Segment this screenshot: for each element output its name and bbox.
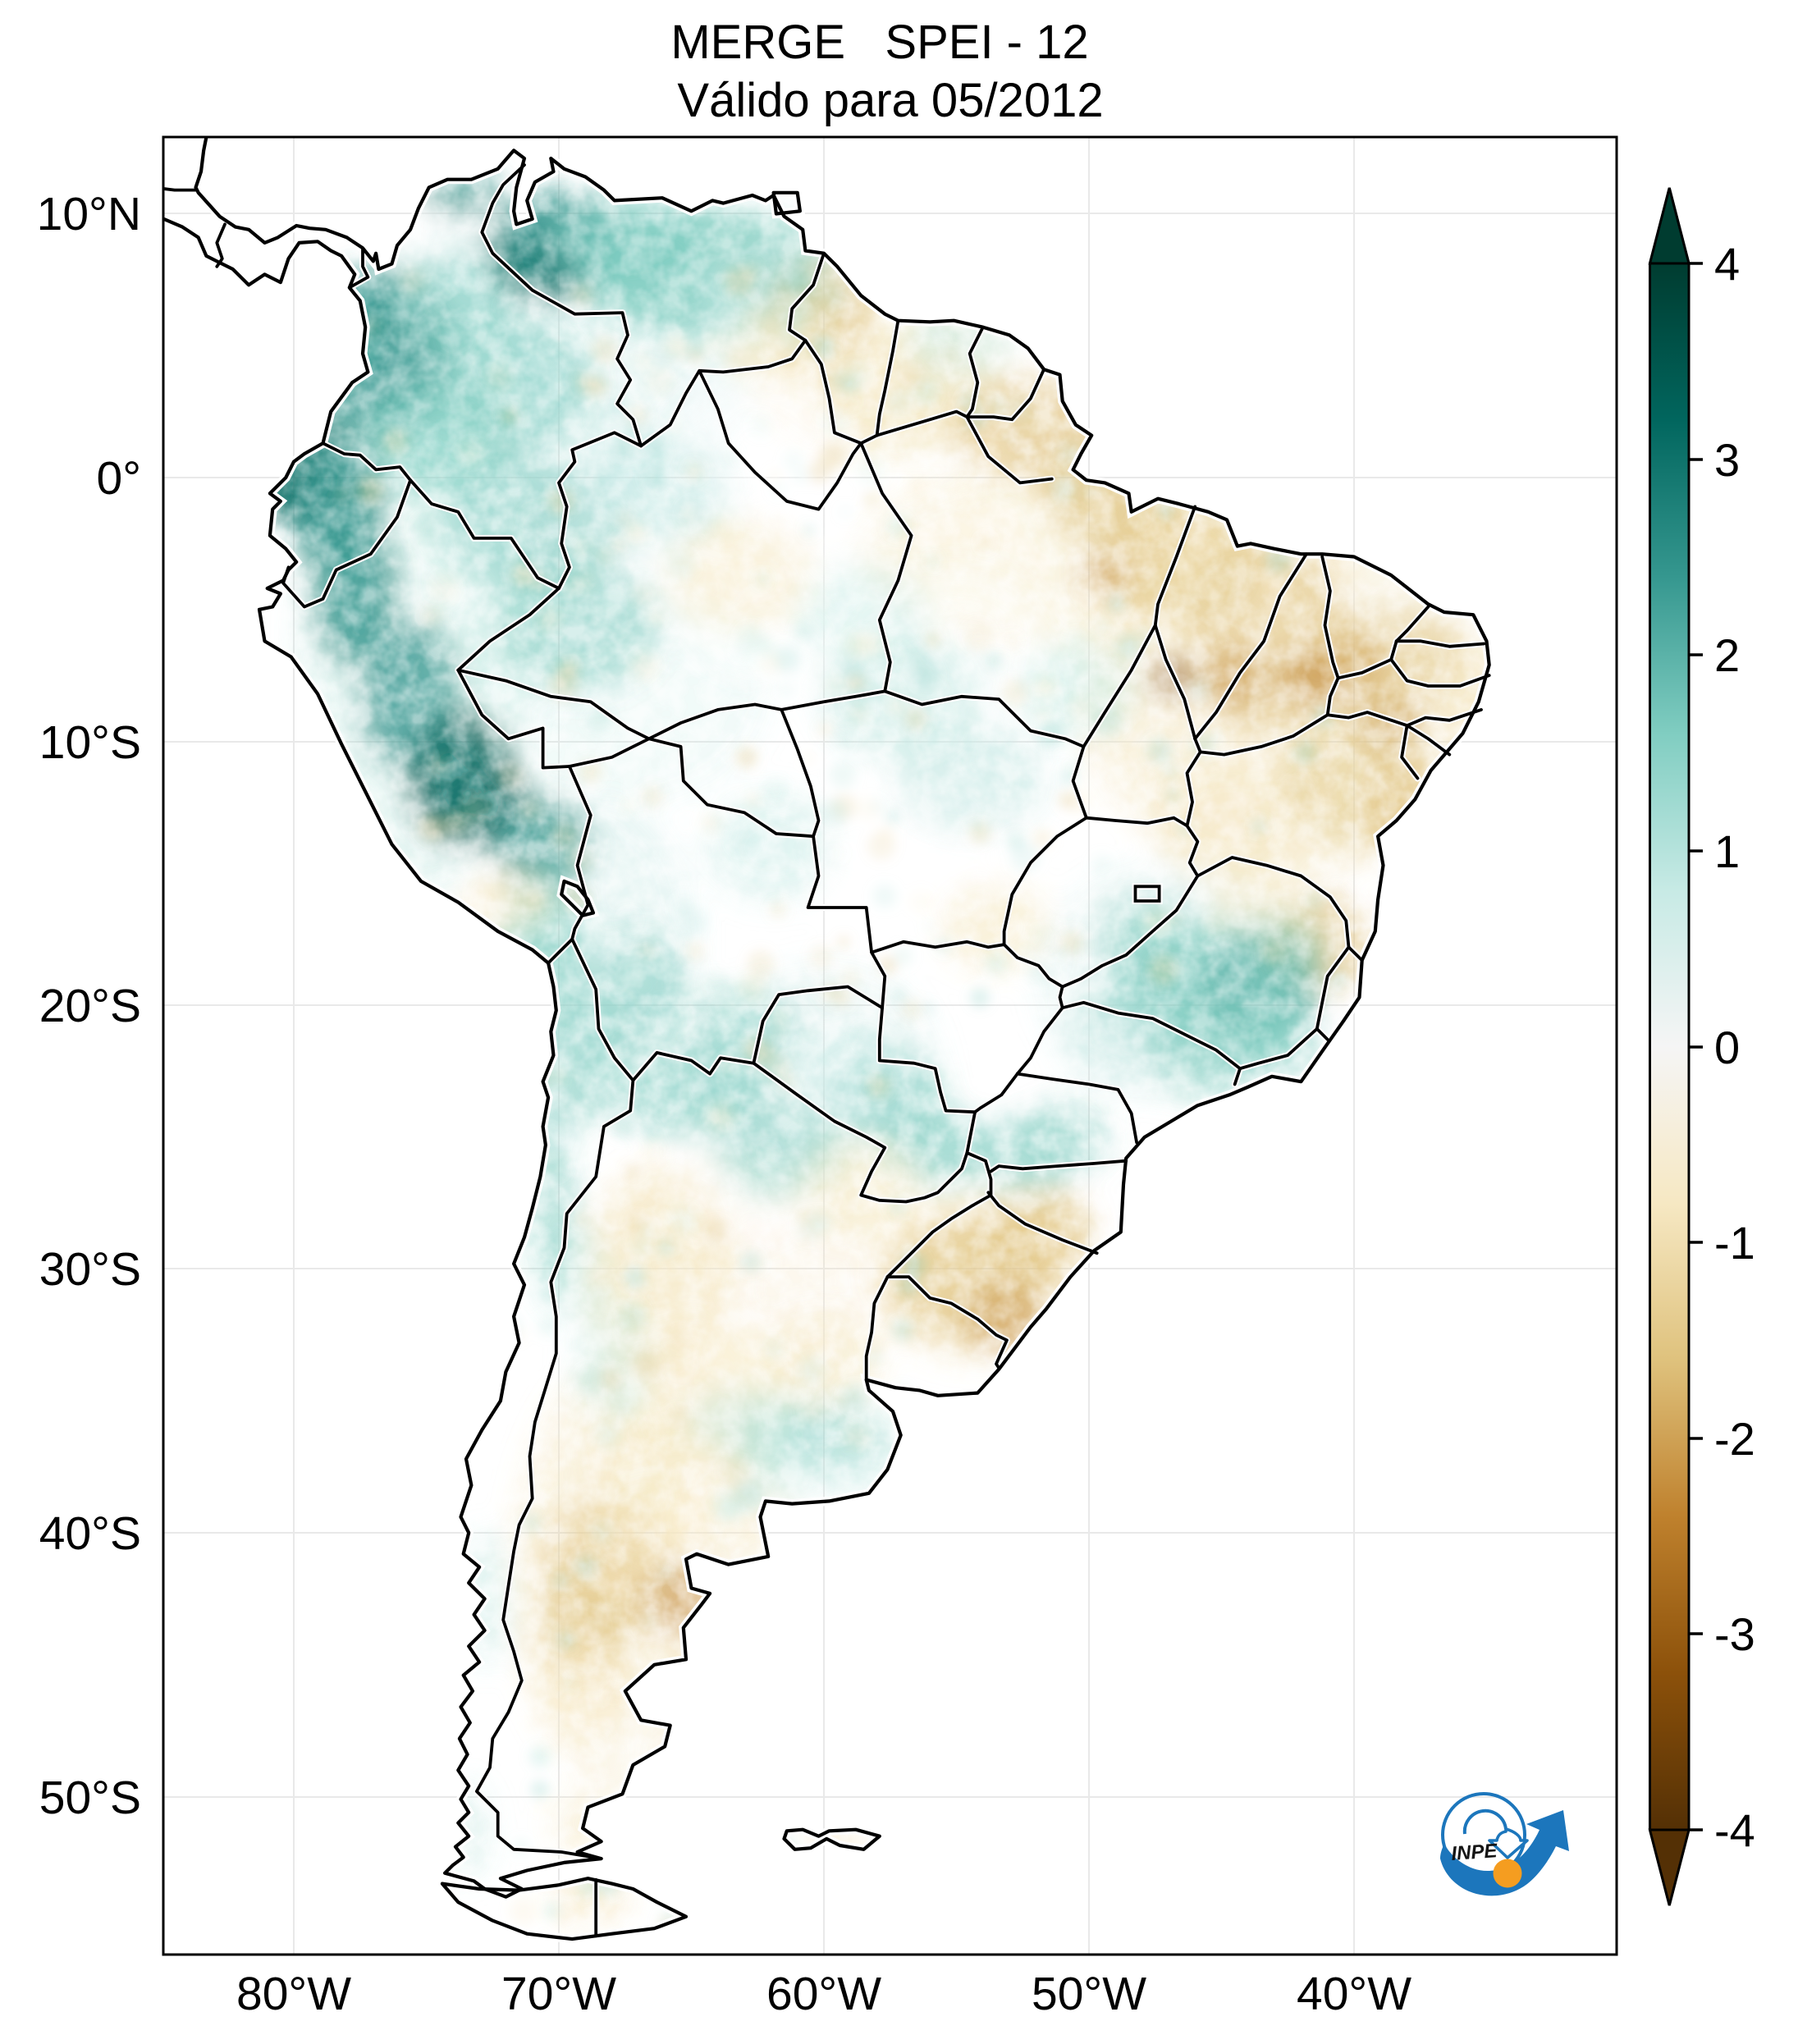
svg-text:-4: -4 (1714, 1804, 1755, 1856)
svg-text:30°S: 30°S (39, 1243, 141, 1296)
svg-text:1: 1 (1714, 825, 1740, 877)
svg-text:INPE: INPE (1451, 1840, 1499, 1865)
svg-text:40°S: 40°S (39, 1507, 141, 1560)
svg-text:4: 4 (1714, 238, 1740, 290)
svg-text:60°W: 60°W (766, 1968, 881, 2020)
svg-text:50°W: 50°W (1032, 1968, 1146, 2020)
svg-text:3: 3 (1714, 434, 1740, 486)
svg-text:-1: -1 (1714, 1217, 1755, 1269)
svg-text:Válido para 05/2012: Válido para 05/2012 (677, 74, 1103, 127)
svg-text:70°W: 70°W (501, 1968, 616, 2020)
svg-text:20°S: 20°S (39, 980, 141, 1032)
svg-text:50°S: 50°S (39, 1772, 141, 1824)
svg-text:0°: 0° (97, 452, 142, 505)
svg-text:40°W: 40°W (1297, 1968, 1411, 2020)
svg-text:-3: -3 (1714, 1608, 1755, 1660)
svg-text:0: 0 (1714, 1022, 1740, 1073)
svg-text:10°S: 10°S (39, 716, 141, 769)
svg-text:MERGE SPEI - 12: MERGE SPEI - 12 (670, 16, 1088, 69)
svg-text:80°W: 80°W (236, 1968, 351, 2020)
svg-text:-2: -2 (1714, 1413, 1755, 1465)
svg-text:10°N: 10°N (37, 188, 141, 240)
svg-text:2: 2 (1714, 629, 1740, 681)
